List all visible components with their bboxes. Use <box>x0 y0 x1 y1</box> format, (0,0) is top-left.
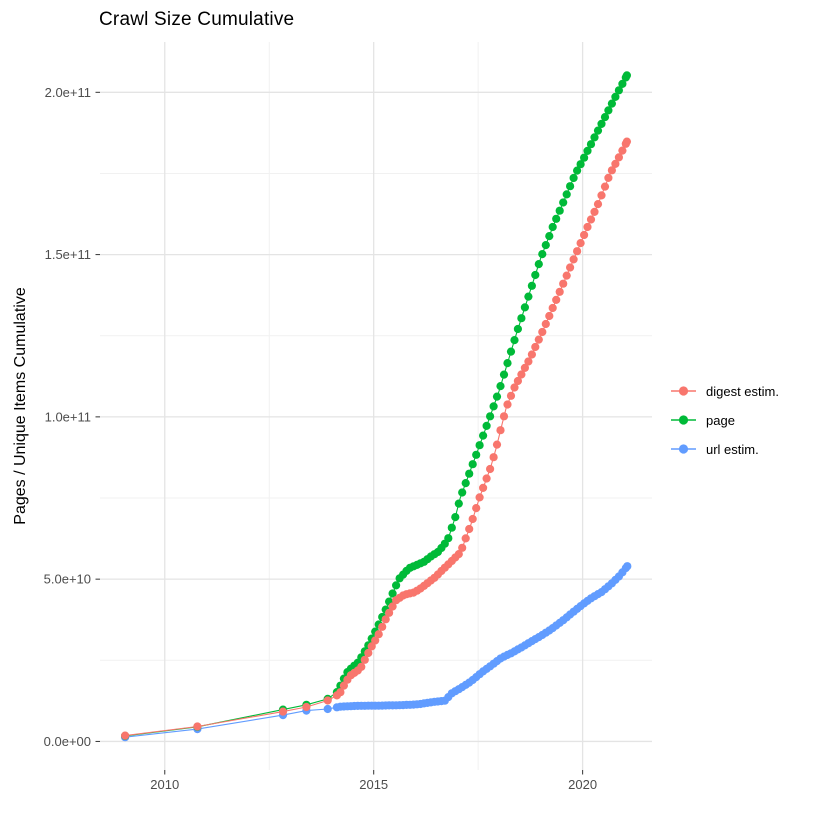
svg-text:1.0e+11: 1.0e+11 <box>45 409 91 424</box>
legend-item: digest estim. <box>670 381 779 401</box>
svg-text:0.0e+00: 0.0e+00 <box>44 734 91 749</box>
svg-text:2010: 2010 <box>150 777 179 792</box>
svg-text:1.5e+11: 1.5e+11 <box>45 247 91 262</box>
legend-item: url estim. <box>670 439 779 459</box>
legend-item-label: digest estim. <box>706 383 779 399</box>
svg-text:2.0e+11: 2.0e+11 <box>45 85 91 100</box>
legend-item-label: page <box>706 412 735 428</box>
legend-key-url-icon <box>671 444 696 454</box>
legend-key-page-icon <box>671 415 696 425</box>
legend-item: page <box>670 410 779 430</box>
legend: digest estim. page url estim. <box>670 381 779 468</box>
legend-item-label: url estim. <box>706 441 759 457</box>
legend-key-digest-icon <box>671 386 696 396</box>
page-title: Crawl Size Cumulative <box>99 9 295 30</box>
svg-text:2015: 2015 <box>359 777 388 792</box>
svg-text:2020: 2020 <box>568 777 597 792</box>
svg-text:5.0e+10: 5.0e+10 <box>44 572 91 587</box>
y-axis-title: Pages / Unique Items Cumulative <box>12 287 29 525</box>
